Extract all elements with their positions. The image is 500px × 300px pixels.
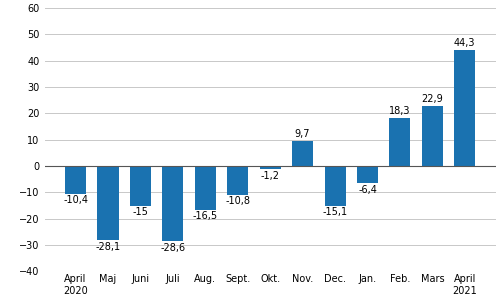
Text: 18,3: 18,3 (389, 106, 410, 116)
Bar (227, 166, 248, 195)
Bar (162, 166, 184, 242)
Bar (195, 166, 216, 210)
Bar (390, 118, 410, 166)
Text: -1,2: -1,2 (260, 171, 280, 181)
Text: -28,1: -28,1 (96, 242, 120, 252)
Bar (130, 166, 151, 206)
Text: -16,5: -16,5 (193, 211, 218, 221)
Text: -10,4: -10,4 (63, 195, 88, 205)
Text: 44,3: 44,3 (454, 38, 475, 48)
Text: 22,9: 22,9 (422, 94, 443, 104)
Text: 9,7: 9,7 (295, 129, 310, 139)
Text: -6,4: -6,4 (358, 184, 377, 195)
Bar (98, 166, 118, 240)
Bar (357, 166, 378, 183)
Text: -10,8: -10,8 (225, 196, 250, 206)
Bar (454, 50, 475, 166)
Bar (260, 166, 280, 169)
Bar (422, 106, 443, 166)
Text: -15: -15 (132, 207, 148, 217)
Bar (292, 141, 313, 166)
Text: -28,6: -28,6 (160, 243, 186, 253)
Bar (65, 166, 86, 194)
Bar (324, 166, 345, 206)
Text: -15,1: -15,1 (322, 208, 347, 218)
